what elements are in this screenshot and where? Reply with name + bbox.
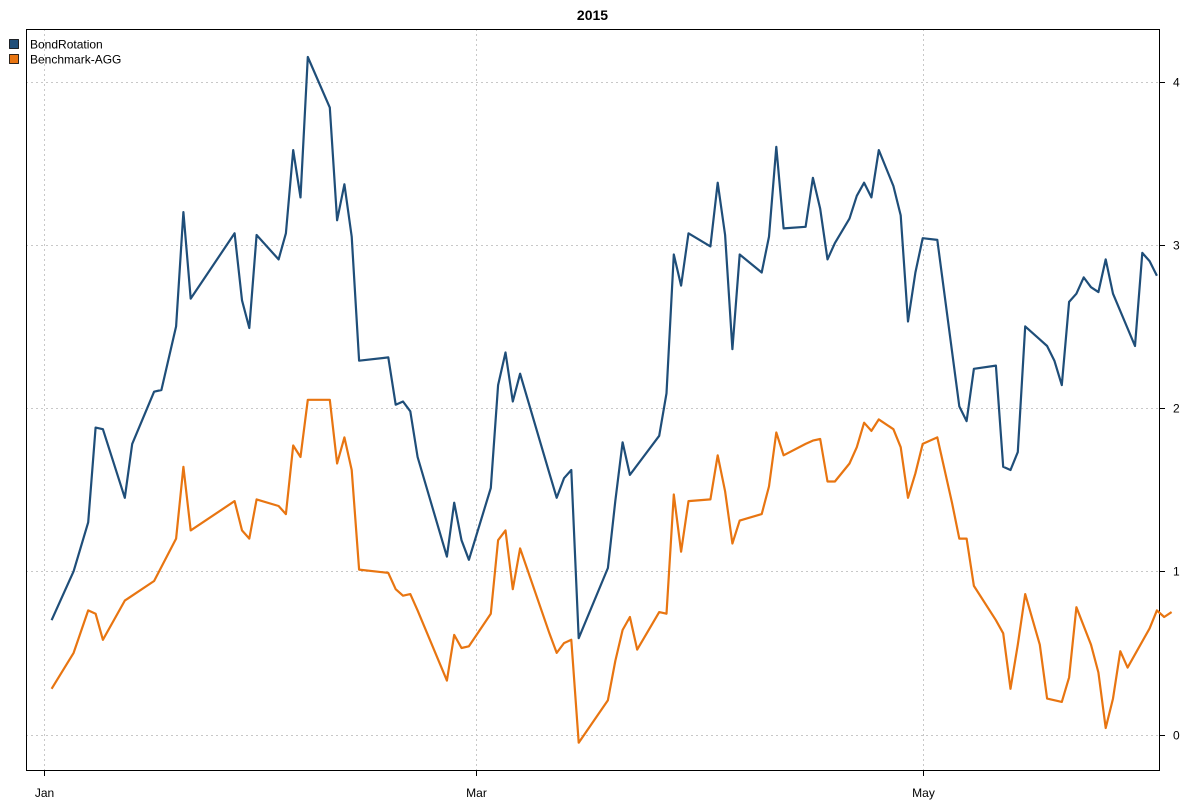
- series-line-bondrotation: [50, 55, 1158, 640]
- legend-swatch: [9, 39, 19, 49]
- series-line-benchmark-agg: [50, 398, 1173, 744]
- x-tick-label: Jan: [35, 786, 54, 800]
- y-tick-label: 4: [1173, 76, 1180, 90]
- y-tick-label: 3: [1173, 239, 1180, 253]
- series-layer: [50, 55, 1173, 744]
- legend-label: Benchmark-AGG: [30, 53, 121, 67]
- y-tick-label: 1: [1173, 565, 1180, 579]
- x-tick-label: Mar: [466, 786, 487, 800]
- y-tick-label: 2: [1173, 402, 1180, 416]
- chart-title: 2015: [577, 7, 608, 23]
- x-axis: Jan Mar May: [35, 770, 935, 800]
- y-tick-label: 0: [1173, 729, 1180, 743]
- x-tick-label: May: [912, 786, 935, 800]
- legend-swatch: [9, 54, 19, 64]
- y-axis: 0 1 2 3 4: [1159, 76, 1180, 743]
- legend-label: BondRotation: [30, 38, 103, 52]
- gridlines: [26, 29, 1159, 770]
